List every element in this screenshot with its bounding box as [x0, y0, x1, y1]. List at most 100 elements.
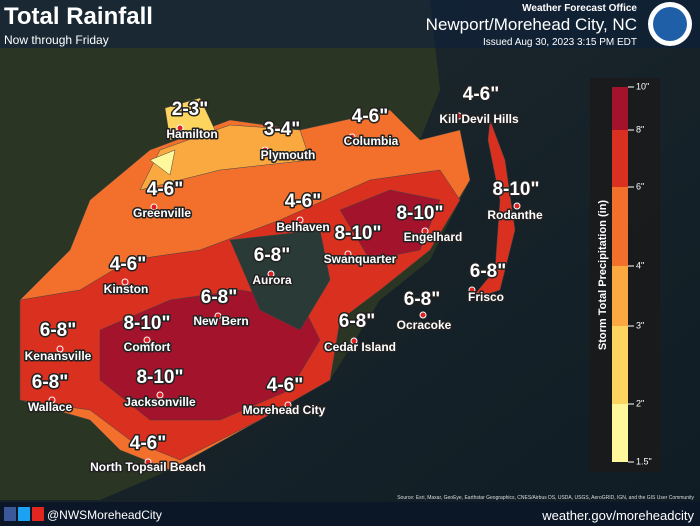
footer-band: [0, 502, 700, 526]
legend-label: 2": [636, 398, 644, 408]
city-dot: [48, 396, 56, 404]
amount-label: 3-4": [264, 119, 300, 140]
legend-label: 4": [636, 260, 644, 270]
amount-label: 2-3": [172, 99, 208, 120]
legend-swatch: [612, 87, 628, 130]
place-label: Morehead City: [243, 403, 326, 417]
city-dot: [156, 391, 164, 399]
region-8-10: [99, 289, 321, 421]
youtube-icon[interactable]: [32, 507, 44, 521]
amount-label: 4-6": [285, 191, 321, 212]
legend-swatch: [612, 187, 628, 266]
city-dot: [143, 336, 151, 344]
city-dot: [419, 311, 427, 319]
legend-title: Storm Total Precipitation (in): [597, 200, 609, 350]
facebook-icon[interactable]: [4, 507, 16, 521]
legend-label: 10": [636, 81, 649, 91]
place-label: Kill Devil Hills: [439, 112, 519, 126]
amount-label: 4-6": [463, 84, 499, 105]
place-label: New Bern: [193, 314, 248, 328]
amount-label: 6-8": [32, 372, 68, 393]
rain-regions: [19, 97, 516, 471]
place-label: Wallace: [28, 400, 73, 414]
legend-swatch: [612, 326, 628, 404]
amount-label: 8-10": [136, 367, 183, 388]
legend-label: 1.5": [636, 456, 652, 466]
labels: 2-3" Hamilton 3-4" Plymouth 4-6" Columbia 4-6"…: [23, 83, 544, 476]
place-label: Hamilton: [166, 127, 217, 141]
amount-label: 6-8": [470, 261, 506, 282]
amount-label: 8-10": [123, 313, 170, 334]
legend-label: 8": [636, 124, 644, 134]
city-dot: [150, 203, 158, 211]
place-label: Kenansville: [25, 349, 92, 363]
region-8-10: [339, 189, 441, 261]
outer-banks: [469, 119, 516, 301]
city-dot: [121, 278, 129, 286]
nws-logo-inner: [653, 7, 687, 41]
city-dot: [56, 345, 64, 353]
office-name: Newport/Morehead City, NC: [426, 15, 637, 34]
city-dot: [455, 112, 463, 120]
place-label: Greenville: [133, 206, 191, 220]
city-dot: [513, 202, 521, 210]
amount-label: 8-10": [492, 179, 539, 200]
city-dot: [261, 146, 269, 154]
city-dot: [284, 401, 292, 409]
region-3-4: [139, 124, 311, 191]
place-label: Belhaven: [276, 220, 329, 234]
city-dot: [267, 270, 275, 278]
legend-swatch: [612, 404, 628, 462]
place-label: Swanquarter: [324, 252, 397, 266]
amount-label: 6-8": [254, 245, 290, 266]
place-label: Jacksonville: [124, 395, 196, 409]
amount-label: 4-6": [110, 254, 146, 275]
subtitle: Now through Friday: [4, 33, 109, 47]
amount-label: 8-10": [396, 203, 443, 224]
city-dot: [348, 133, 356, 141]
amount-label: 4-6": [130, 433, 166, 454]
office: Weather Forecast Office: [522, 3, 637, 14]
place-label: Frisco: [468, 290, 504, 304]
legend-swatch: [612, 130, 628, 187]
legend-swatch: [612, 266, 628, 326]
place-label: North Topsail Beach: [90, 460, 206, 474]
place-label: Engelhard: [404, 230, 463, 244]
title: Total Rainfall: [4, 3, 153, 30]
city-dot: [176, 124, 184, 132]
legend-label: 6": [636, 181, 644, 191]
pamlico-river: [229, 229, 331, 331]
city-dot: [344, 250, 352, 258]
place-label: Columbia: [344, 134, 399, 148]
city-dot: [214, 312, 222, 320]
place-label: Cedar Island: [324, 340, 396, 354]
twitter-icon[interactable]: [18, 507, 30, 521]
amount-label: 6-8": [201, 287, 237, 308]
amount-label: 4-6": [267, 375, 303, 396]
amount-label: 8-10": [334, 223, 381, 244]
amount-label: 4-6": [147, 179, 183, 200]
handle: @NWSMoreheadCity: [47, 508, 162, 522]
city-dot: [296, 216, 304, 224]
place-label: Plymouth: [261, 148, 316, 162]
legend-label: 3": [636, 320, 644, 330]
url: weather.gov/moreheadcity: [541, 508, 694, 523]
region-1-2: [149, 149, 176, 176]
amount-label: 6-8": [404, 289, 440, 310]
place-label: Aurora: [252, 273, 292, 287]
city-dot: [421, 227, 429, 235]
amount-label: 4-6": [352, 106, 388, 127]
place-label: Comfort: [124, 340, 171, 354]
city-dot: [350, 337, 358, 345]
place-label: Rodanthe: [487, 208, 543, 222]
header-band: [0, 0, 700, 48]
place-label: Ocracoke: [397, 318, 452, 332]
amount-label: 6-8": [40, 320, 76, 341]
amount-label: 6-8": [339, 311, 375, 332]
city-dot: [468, 286, 476, 294]
city-dot: [144, 458, 152, 466]
legend: 10" 8" 6" 4" 3" 2" 1.5" Storm Total Precipitati…: [597, 81, 652, 466]
issued: Issued Aug 30, 2023 3:15 PM EDT: [483, 37, 637, 48]
source: Source: Esri, Maxar, GeoEye, Earthstar G…: [397, 495, 694, 501]
